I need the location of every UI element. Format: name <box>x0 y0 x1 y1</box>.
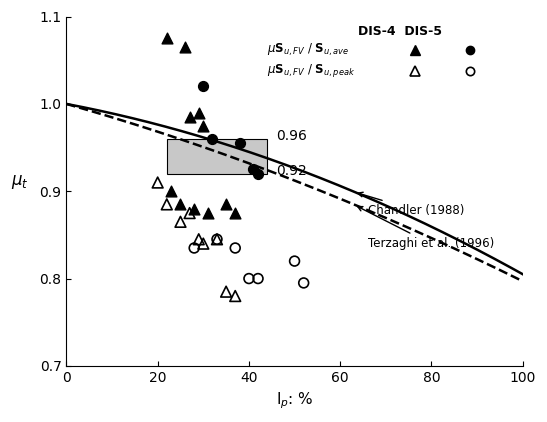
Point <box>167 188 176 195</box>
Point <box>176 219 185 225</box>
X-axis label: I$_{p}$: %: I$_{p}$: % <box>276 390 313 411</box>
Point <box>190 206 199 212</box>
Point <box>254 275 263 282</box>
Point <box>185 114 194 120</box>
Point <box>290 258 299 265</box>
Point <box>194 236 203 243</box>
Point <box>222 288 230 295</box>
Point <box>299 279 308 286</box>
Point <box>213 236 222 243</box>
Point <box>190 245 199 252</box>
Point <box>231 245 240 252</box>
Point <box>203 210 212 216</box>
Point <box>231 210 240 216</box>
Point <box>254 170 263 177</box>
Text: Terzaghi et al. (1996): Terzaghi et al. (1996) <box>358 207 494 250</box>
Point <box>222 201 230 208</box>
Point <box>199 240 208 247</box>
Point <box>185 210 194 216</box>
Point <box>176 201 185 208</box>
Point <box>231 292 240 299</box>
Point <box>162 35 171 42</box>
Text: 0.92: 0.92 <box>276 164 307 178</box>
Text: Chandler (1988): Chandler (1988) <box>358 192 464 217</box>
Point <box>181 44 189 51</box>
Y-axis label: $\mu_t$: $\mu_t$ <box>11 173 29 191</box>
Point <box>213 236 222 243</box>
Point <box>249 166 258 173</box>
Point <box>199 122 208 129</box>
Text: $\mu$$\mathbf{S}_{u,FV}$ / $\mathbf{S}_{u,ave}$: $\mu$$\mathbf{S}_{u,FV}$ / $\mathbf{S}_{… <box>267 42 350 58</box>
Text: 0.96: 0.96 <box>276 129 307 143</box>
Text: DIS-4  DIS-5: DIS-4 DIS-5 <box>358 25 443 38</box>
Point <box>153 179 162 186</box>
Point <box>245 275 253 282</box>
Point <box>199 83 208 90</box>
Point <box>194 109 203 116</box>
Point <box>235 140 244 146</box>
Point <box>208 135 217 142</box>
Bar <box>167 139 267 174</box>
Point <box>162 201 171 208</box>
Text: $\mu$$\mathbf{S}_{u,FV}$ / $\mathbf{S}_{u,peak}$: $\mu$$\mathbf{S}_{u,FV}$ / $\mathbf{S}_{… <box>267 62 356 79</box>
